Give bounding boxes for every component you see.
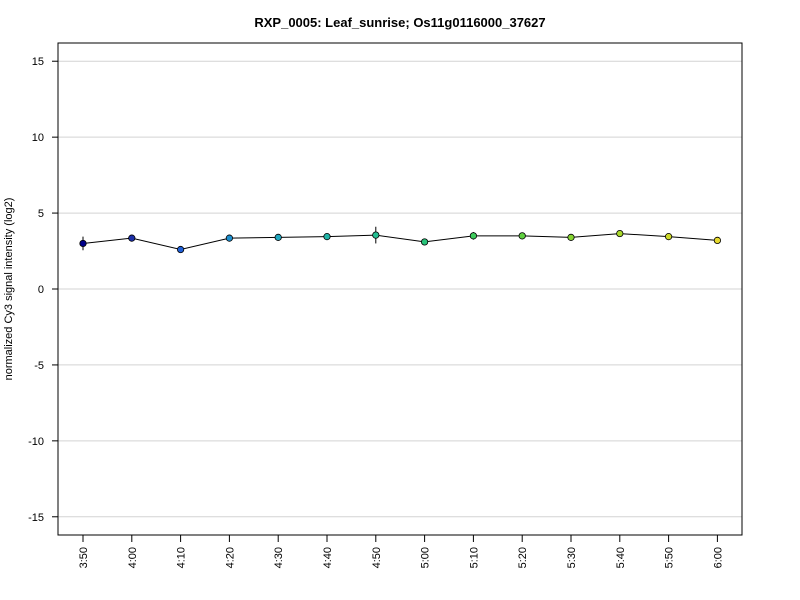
y-tick-label: -5 <box>34 360 44 372</box>
data-point <box>323 233 331 241</box>
data-point <box>518 232 526 240</box>
x-tick-label: 4:20 <box>224 547 236 568</box>
x-tick-label: 4:10 <box>176 547 188 568</box>
data-point <box>372 231 380 239</box>
chart-title: RXP_0005: Leaf_sunrise; Os11g0116000_376… <box>254 15 545 30</box>
series-line <box>82 233 718 251</box>
grid-lines <box>58 60 742 518</box>
y-tick-label: 0 <box>38 284 44 296</box>
y-tick-label: 15 <box>32 56 44 68</box>
data-point <box>225 234 233 242</box>
x-tick-label: 5:30 <box>566 547 578 568</box>
x-tick-label: 5:40 <box>615 547 627 568</box>
data-point <box>664 233 673 241</box>
x-tick-label: 5:10 <box>468 547 480 568</box>
data-point <box>567 233 575 241</box>
x-tick-label: 5:20 <box>517 547 529 568</box>
data-point <box>420 238 429 246</box>
x-tick-label: 3:50 <box>78 547 90 568</box>
data-point <box>128 234 136 242</box>
y-tick-label: -10 <box>28 436 44 448</box>
x-axis: 3:50 4:00 4:10 4:20 4:30 4:40 4:50 5:00 5:10 5:20… <box>78 534 724 568</box>
data-point <box>177 245 185 254</box>
y-tick-label: 5 <box>38 208 44 220</box>
x-tick-label: 5:00 <box>420 547 432 568</box>
data-series <box>79 226 722 254</box>
x-tick-label: 4:40 <box>322 547 334 568</box>
y-axis: -15 -10 -5 0 5 10 15 <box>28 56 58 524</box>
x-tick-label: 6:00 <box>712 547 724 568</box>
x-tick-label: 5:50 <box>664 547 676 568</box>
data-point <box>274 233 282 241</box>
plot-frame <box>57 42 743 536</box>
data-point <box>616 229 624 238</box>
data-point <box>713 236 722 245</box>
y-tick-label: -15 <box>28 512 44 524</box>
data-point <box>469 232 477 240</box>
x-tick-label: 4:00 <box>127 547 139 568</box>
x-tick-label: 4:30 <box>273 547 285 568</box>
data-point <box>79 239 87 248</box>
y-tick-label: 10 <box>32 132 44 144</box>
x-tick-label: 4:50 <box>371 547 383 568</box>
y-axis-label: normalized Cy3 signal intensity (log2) <box>3 198 15 381</box>
